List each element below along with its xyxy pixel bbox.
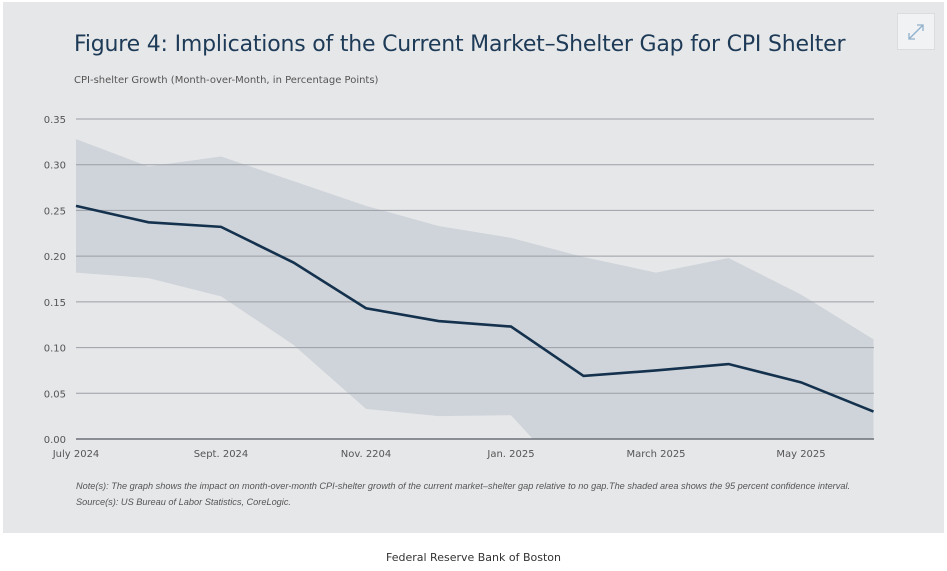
x-tick-label: Jan. 2025 — [486, 449, 534, 460]
y-tick-label: 0.00 — [44, 435, 66, 446]
series-line — [75, 204, 874, 413]
chart-note: Note(s): The graph shows the impact on m… — [76, 478, 850, 510]
y-tick-label: 0.10 — [44, 344, 66, 355]
note-text: Note(s): The graph shows the impact on m… — [76, 481, 851, 491]
source-text: Source(s): US Bureau of Labor Statistics… — [76, 497, 291, 507]
x-tick-label: May 2025 — [776, 449, 825, 460]
chart-title: Figure 4: Implications of the Current Ma… — [74, 32, 846, 57]
y-tick-label: 0.20 — [44, 252, 66, 263]
confidence-band — [76, 139, 874, 439]
footer-caption: Federal Reserve Bank of Boston — [385, 551, 562, 564]
expand-button[interactable] — [897, 13, 935, 50]
y-tick-label: 0.25 — [44, 206, 66, 217]
x-tick-label: July 2024 — [52, 449, 100, 460]
expand-arrows-icon — [908, 24, 924, 40]
y-tick-label: 0.35 — [44, 115, 66, 126]
x-tick-label: March 2025 — [626, 449, 685, 460]
x-tick-label: Sept. 2024 — [194, 449, 249, 460]
y-tick-label: 0.30 — [44, 161, 66, 172]
y-axis-label: CPI-shelter Growth (Month-over-Month, in… — [74, 75, 379, 86]
y-tick-label: 0.15 — [44, 298, 66, 309]
y-tick-label: 0.05 — [44, 389, 66, 400]
x-tick-label: Nov. 2204 — [341, 449, 392, 460]
